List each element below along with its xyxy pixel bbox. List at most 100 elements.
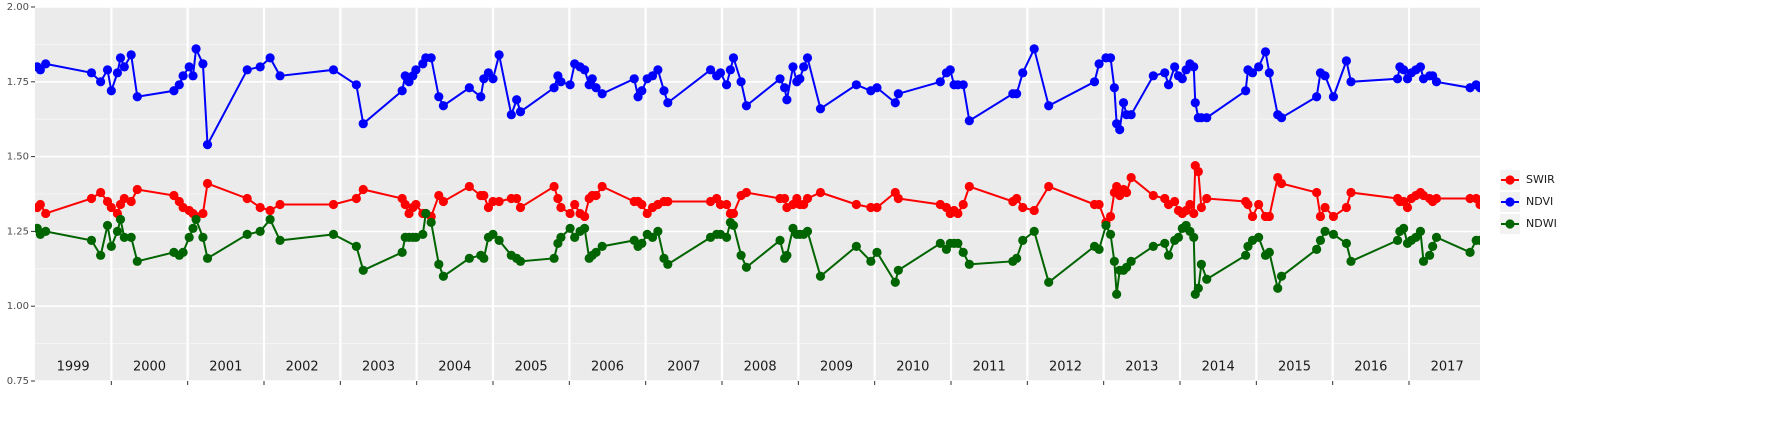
data-point bbox=[96, 250, 106, 260]
year-label: 2004 bbox=[438, 360, 471, 375]
data-point bbox=[1276, 271, 1287, 281]
data-point bbox=[1173, 232, 1184, 242]
data-point bbox=[132, 184, 142, 195]
data-point bbox=[958, 80, 968, 90]
data-point bbox=[597, 181, 607, 192]
data-point bbox=[106, 241, 116, 251]
year-label: 2012 bbox=[1049, 360, 1082, 375]
data-point bbox=[174, 80, 184, 90]
data-point bbox=[1392, 74, 1403, 84]
data-point bbox=[464, 181, 474, 192]
data-point bbox=[1276, 178, 1287, 189]
data-point bbox=[1264, 247, 1274, 257]
data-point bbox=[556, 232, 566, 242]
data-point bbox=[1094, 199, 1104, 210]
data-point bbox=[41, 226, 51, 236]
data-point bbox=[580, 65, 590, 75]
data-point bbox=[1163, 80, 1174, 90]
data-point bbox=[191, 44, 201, 54]
data-point bbox=[1029, 44, 1039, 54]
data-point bbox=[1196, 259, 1206, 269]
data-point bbox=[1160, 238, 1170, 248]
data-point bbox=[265, 214, 275, 225]
data-point bbox=[198, 208, 208, 219]
year-label: 2002 bbox=[286, 360, 319, 375]
data-point bbox=[1148, 190, 1158, 201]
data-point bbox=[1465, 247, 1475, 257]
data-point bbox=[1115, 125, 1125, 135]
data-point bbox=[119, 62, 129, 72]
data-point bbox=[464, 83, 474, 93]
data-point bbox=[102, 220, 113, 231]
data-point bbox=[1402, 202, 1413, 213]
data-point bbox=[1148, 241, 1158, 251]
data-point bbox=[358, 265, 368, 275]
data-point bbox=[1320, 202, 1330, 213]
data-point bbox=[556, 77, 566, 87]
data-point bbox=[1399, 223, 1409, 234]
data-point bbox=[426, 53, 436, 63]
data-point bbox=[512, 193, 522, 204]
data-point bbox=[1109, 83, 1119, 93]
data-point bbox=[1425, 250, 1435, 260]
data-point bbox=[1126, 172, 1136, 183]
data-point bbox=[512, 95, 522, 105]
data-point bbox=[1315, 235, 1326, 245]
data-point bbox=[515, 256, 526, 266]
data-point bbox=[1254, 62, 1264, 72]
data-point bbox=[86, 235, 97, 245]
data-point bbox=[434, 259, 444, 269]
data-point bbox=[935, 238, 945, 248]
data-point bbox=[184, 232, 194, 242]
year-label: 2008 bbox=[744, 360, 777, 375]
data-point bbox=[202, 178, 213, 189]
data-point bbox=[1346, 187, 1356, 198]
data-point bbox=[1328, 92, 1339, 102]
data-point bbox=[1170, 62, 1180, 72]
data-point bbox=[1018, 68, 1028, 78]
data-point bbox=[397, 247, 407, 257]
data-point bbox=[188, 71, 198, 81]
data-point bbox=[775, 74, 785, 84]
data-point bbox=[191, 214, 201, 225]
data-point bbox=[851, 241, 861, 251]
data-point bbox=[188, 223, 198, 234]
data-point bbox=[1089, 77, 1100, 87]
data-point bbox=[1170, 196, 1180, 207]
data-point bbox=[1101, 220, 1111, 231]
data-point bbox=[1029, 226, 1039, 236]
data-point bbox=[872, 202, 882, 213]
legend-point bbox=[1505, 175, 1515, 185]
data-point bbox=[488, 74, 498, 84]
data-point bbox=[126, 196, 136, 207]
data-point bbox=[872, 83, 882, 93]
data-point bbox=[132, 256, 142, 266]
data-point bbox=[1029, 205, 1039, 216]
legend-point bbox=[1505, 219, 1515, 229]
data-point bbox=[169, 190, 179, 201]
data-point bbox=[964, 181, 974, 192]
data-point bbox=[1044, 181, 1054, 192]
data-point bbox=[479, 253, 489, 263]
data-point bbox=[1196, 202, 1206, 213]
data-point bbox=[728, 220, 739, 231]
data-point bbox=[893, 265, 903, 275]
data-point bbox=[86, 193, 97, 204]
data-point bbox=[795, 74, 805, 84]
data-point bbox=[106, 202, 116, 213]
data-point bbox=[265, 205, 275, 216]
data-layer bbox=[35, 44, 1480, 299]
y-tick-label: 1.50 bbox=[7, 152, 29, 163]
data-point bbox=[1112, 181, 1122, 192]
legend-point bbox=[1505, 197, 1515, 207]
data-point bbox=[893, 193, 903, 204]
data-point bbox=[741, 101, 752, 111]
data-point bbox=[663, 196, 673, 207]
data-point bbox=[851, 80, 861, 90]
data-point bbox=[358, 119, 368, 129]
data-point bbox=[587, 74, 597, 84]
year-label: 2017 bbox=[1431, 360, 1464, 375]
data-point bbox=[255, 226, 265, 236]
data-point bbox=[476, 92, 486, 102]
